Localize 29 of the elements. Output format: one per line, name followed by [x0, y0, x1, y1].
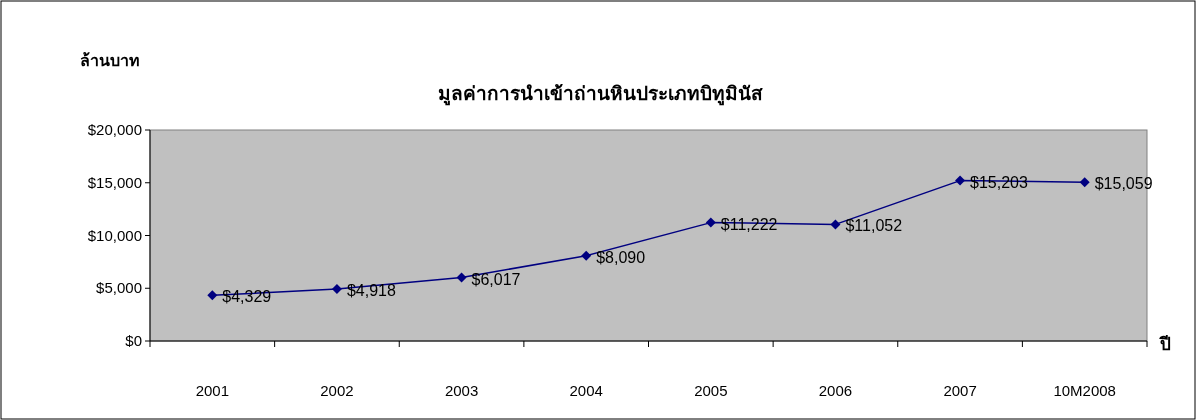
- data-label: $4,918: [346, 282, 396, 300]
- point: [207, 290, 218, 301]
- x-tick-label: 2003: [444, 382, 479, 399]
- point: [1079, 177, 1090, 188]
- data-label: $8,090: [596, 248, 646, 266]
- point: [581, 250, 592, 261]
- point: [456, 272, 467, 283]
- y-tick-label: $10,000: [87, 226, 142, 244]
- y-tick-label: $20,000: [87, 121, 142, 138]
- data-label: $6,017: [471, 270, 521, 288]
- x-tick-label: 2007: [943, 382, 977, 399]
- point: [331, 284, 342, 295]
- y-tick-label: $15,000: [87, 173, 142, 191]
- chart-title: มูลค่าการนำเข้าถ่านหินประเภทบิทูมินัส: [437, 83, 763, 106]
- x-axis-title: ปี: [1159, 334, 1171, 354]
- x-tick-label: 10M2008: [1053, 382, 1116, 399]
- data-label: $11,052: [845, 217, 903, 235]
- y-tick-label: $0: [125, 332, 142, 349]
- y-axis-title: ล้านบาท: [80, 52, 140, 69]
- x-tick-label: 2004: [569, 382, 603, 399]
- data-label: $15,059: [1094, 175, 1153, 193]
- y-tick-label: $5,000: [96, 279, 142, 297]
- x-tick-label: 2001: [195, 382, 229, 399]
- point: [705, 217, 716, 228]
- point: [955, 175, 966, 186]
- x-tick-label: 2002: [320, 382, 354, 399]
- point: [830, 219, 841, 230]
- x-tick-label: 2006: [818, 382, 853, 399]
- x-tick-label: 2005: [694, 382, 728, 399]
